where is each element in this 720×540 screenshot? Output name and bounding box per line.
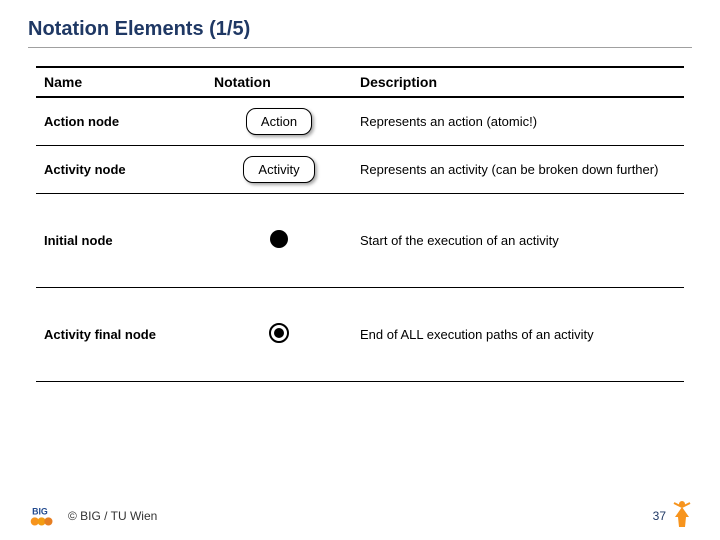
col-notation: Notation bbox=[206, 67, 352, 97]
copyright-text: © BIG / TU Wien bbox=[68, 509, 157, 523]
row-name: Activity node bbox=[36, 146, 206, 194]
table-row: Activity final node End of ALL execution… bbox=[36, 288, 684, 382]
row-notation bbox=[206, 288, 352, 382]
row-notation: Action bbox=[206, 97, 352, 146]
col-name: Name bbox=[36, 67, 206, 97]
row-name: Action node bbox=[36, 97, 206, 146]
activity-node-icon: Activity bbox=[243, 156, 314, 183]
table-row: Initial node Start of the execution of a… bbox=[36, 194, 684, 288]
table-header-row: Name Notation Description bbox=[36, 67, 684, 97]
col-description: Description bbox=[352, 67, 684, 97]
initial-node-icon bbox=[270, 230, 288, 248]
title-underline bbox=[28, 47, 692, 48]
row-notation bbox=[206, 194, 352, 288]
activity-final-node-icon bbox=[269, 323, 289, 343]
page-number: 37 bbox=[653, 509, 666, 523]
person-icon bbox=[672, 499, 692, 532]
row-name: Activity final node bbox=[36, 288, 206, 382]
row-desc: Start of the execution of an activity bbox=[352, 194, 684, 288]
footer: BIG © BIG / TU Wien 37 bbox=[28, 499, 692, 532]
row-desc: Represents an action (atomic!) bbox=[352, 97, 684, 146]
row-desc: Represents an activity (can be broken do… bbox=[352, 146, 684, 194]
big-logo-icon: BIG bbox=[28, 505, 62, 527]
row-notation: Activity bbox=[206, 146, 352, 194]
notation-table: Name Notation Description Action node Ac… bbox=[36, 66, 684, 382]
action-node-icon: Action bbox=[246, 108, 312, 135]
table-row: Action node Action Represents an action … bbox=[36, 97, 684, 146]
table-row: Activity node Activity Represents an act… bbox=[36, 146, 684, 194]
row-desc: End of ALL execution paths of an activit… bbox=[352, 288, 684, 382]
row-name: Initial node bbox=[36, 194, 206, 288]
svg-text:BIG: BIG bbox=[32, 506, 48, 516]
slide-title: Notation Elements (1/5) bbox=[0, 0, 720, 47]
